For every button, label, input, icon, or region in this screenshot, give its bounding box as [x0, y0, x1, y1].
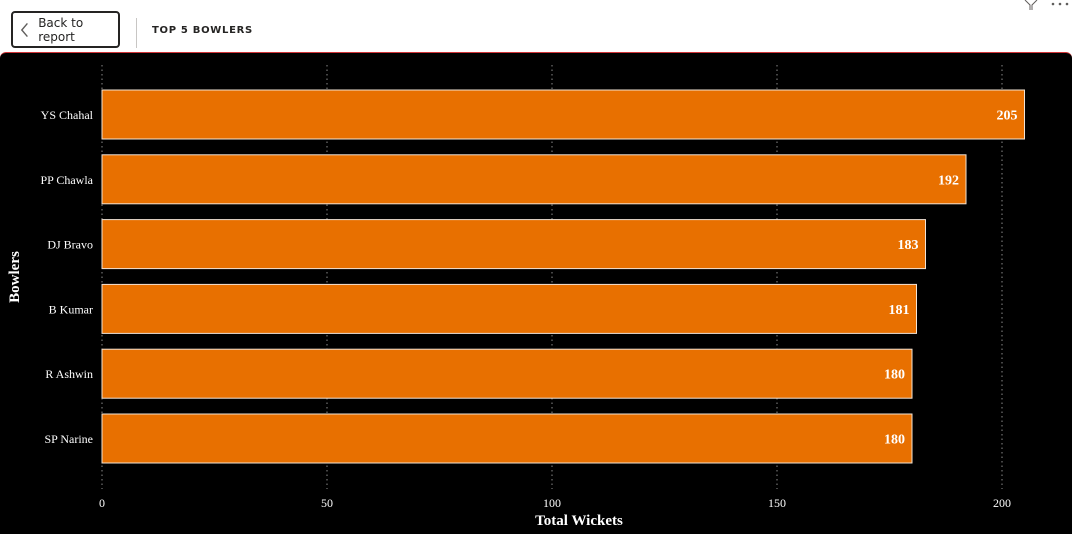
data-label: 205 [997, 109, 1018, 124]
y-category-label: B Kumar [49, 302, 93, 316]
bar[interactable] [101, 348, 913, 399]
y-category-label: PP Chawla [40, 173, 93, 187]
x-tick-label: 200 [993, 496, 1011, 510]
y-category-label: R Ashwin [45, 367, 93, 381]
filter-icon[interactable] [1024, 0, 1038, 10]
data-label: 192 [938, 173, 959, 188]
chevron-left-icon [20, 22, 28, 37]
back-to-report-button[interactable]: Back to report [11, 11, 120, 48]
chart-visual: 0 50 100 150 200 YS Chahal 205 PP Chawla 192 DJ B… [0, 52, 1072, 534]
x-tick-label: 0 [99, 496, 105, 510]
x-tick-label: 100 [543, 496, 561, 510]
data-label: 181 [889, 303, 910, 318]
x-tick-label: 50 [321, 496, 333, 510]
bar[interactable] [101, 154, 967, 205]
page-title: TOP 5 BOWLERS [152, 25, 253, 36]
x-axis-title: Total Wickets [535, 513, 623, 529]
top-bar: Back to report TOP 5 BOWLERS [0, 0, 1072, 52]
y-category-label: YS Chahal [41, 108, 94, 122]
header-divider [136, 18, 137, 48]
data-label: 180 [884, 433, 905, 448]
data-label: 180 [884, 368, 905, 383]
x-tick-label: 150 [768, 496, 786, 510]
y-category-label: SP Narine [44, 432, 93, 446]
more-options-icon[interactable] [1050, 0, 1070, 8]
bar-chart: 0 50 100 150 200 YS Chahal 205 PP Chawla 192 DJ B… [7, 65, 1025, 529]
y-category-label: DJ Bravo [47, 238, 93, 252]
data-label: 183 [898, 238, 919, 253]
y-axis-title: Bowlers [7, 251, 23, 303]
bar[interactable] [101, 413, 913, 464]
bar[interactable] [101, 89, 1025, 140]
back-button-label: Back to report [38, 15, 84, 44]
bar[interactable] [101, 219, 926, 270]
bar[interactable] [101, 283, 917, 334]
